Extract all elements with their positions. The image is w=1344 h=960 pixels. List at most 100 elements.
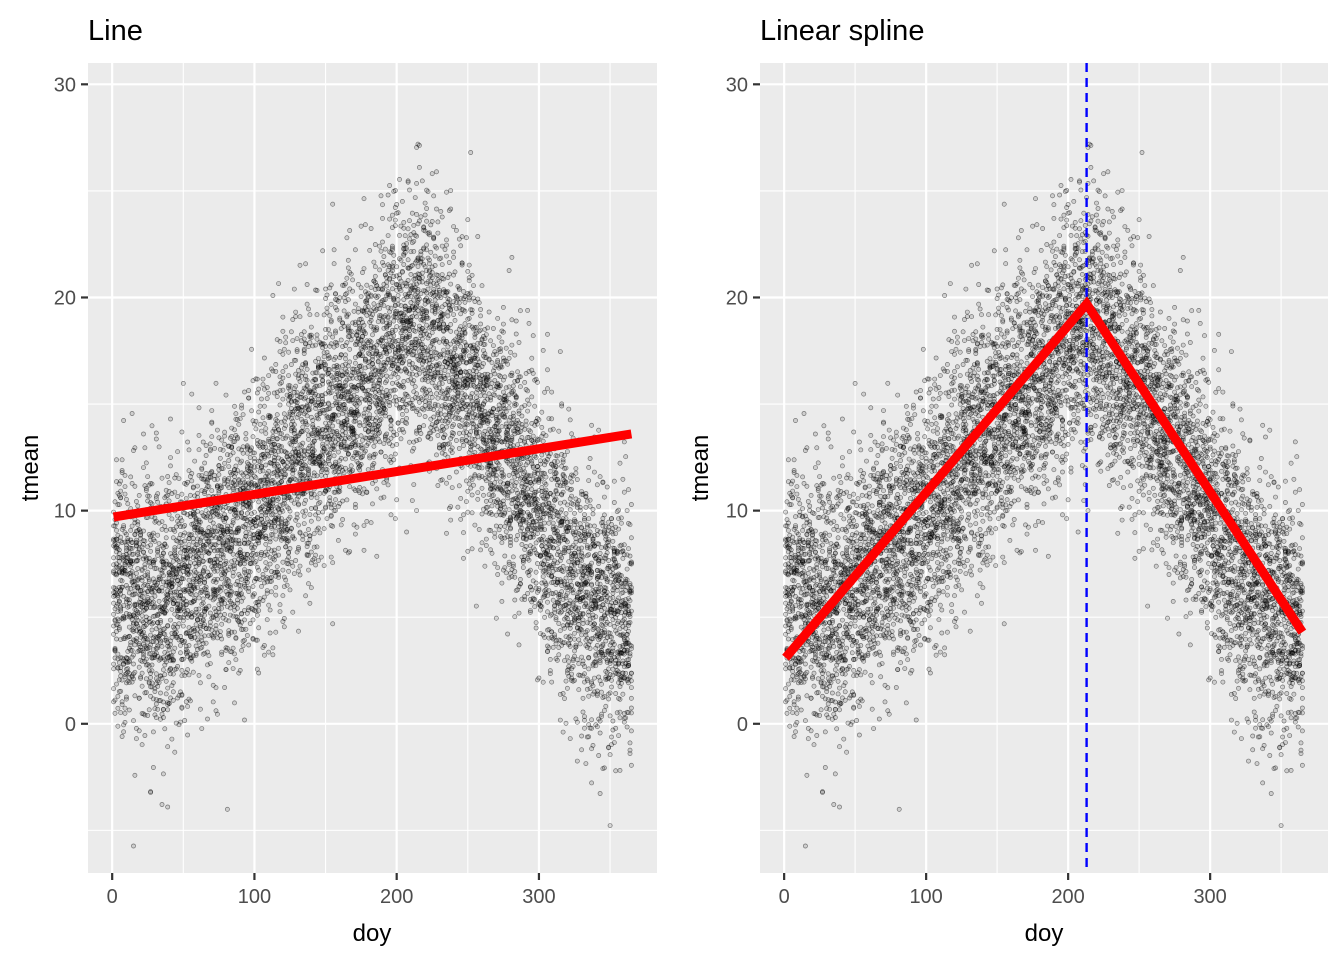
line-panel-data-point	[111, 611, 116, 617]
line-panel-data-point	[298, 443, 304, 449]
line-panel-data-point	[621, 489, 627, 495]
line-panel-data-point	[308, 518, 314, 524]
line-panel-data-point	[203, 640, 209, 646]
line-panel-data-point	[392, 451, 398, 457]
line-panel-data-point	[214, 568, 220, 574]
line-panel-data-point	[371, 301, 377, 307]
line-panel-data-point	[425, 434, 431, 439]
line-panel-data-point	[234, 436, 240, 442]
line-panel-data-point	[116, 502, 122, 507]
line-panel-data-point	[579, 558, 584, 564]
line-panel-data-point	[533, 569, 539, 575]
line-panel-data-point	[552, 607, 557, 612]
line-panel-data-point	[297, 572, 303, 578]
line-panel-data-point	[543, 481, 549, 487]
line-panel-data-point	[281, 500, 287, 506]
line-panel-data-point	[444, 237, 449, 243]
line-panel-data-point	[543, 540, 549, 545]
line-panel-data-point	[392, 217, 398, 223]
line-panel-data-point	[520, 557, 526, 563]
line-panel-data-point	[118, 488, 124, 494]
line-panel-data-point	[399, 398, 405, 403]
line-panel-data-point	[114, 528, 119, 533]
line-panel-data-point	[529, 367, 535, 373]
line-panel-data-point	[456, 326, 462, 332]
line-panel-data-point	[206, 674, 212, 680]
line-panel-data-point	[122, 705, 128, 711]
line-panel-data-point	[597, 791, 603, 796]
line-panel-data-point	[481, 361, 486, 367]
line-panel-data-point	[269, 589, 274, 595]
line-panel-data-point	[240, 627, 246, 632]
line-panel-data-point	[165, 685, 171, 691]
line-panel-data-point	[232, 403, 237, 409]
line-panel-data-point	[209, 488, 215, 494]
line-panel-data-point	[388, 270, 394, 276]
line-panel-data-point	[439, 304, 445, 310]
line-panel-data-point	[236, 670, 242, 676]
line-panel-data-point	[223, 667, 229, 672]
line-panel-data-point	[539, 493, 545, 498]
line-panel-data-point	[230, 601, 236, 607]
line-panel-data-point	[351, 522, 357, 528]
line-panel-data-point	[490, 406, 496, 411]
line-panel-data-point	[367, 422, 373, 428]
line-panel-data-point	[399, 336, 405, 341]
line-panel-data-point	[374, 553, 380, 559]
line-panel-data-point	[476, 527, 482, 532]
line-panel-data-point	[288, 329, 294, 335]
line-panel-data-point	[257, 403, 263, 409]
line-panel-data-point	[456, 430, 462, 436]
line-panel-data-point	[224, 806, 230, 812]
line-panel-data-point	[150, 605, 156, 611]
line-panel-data-point	[273, 553, 279, 559]
line-panel-data-point	[124, 666, 129, 672]
line-panel-data-point	[176, 637, 182, 643]
line-panel-data-point	[135, 566, 141, 571]
line-panel-data-point	[250, 556, 256, 562]
line-panel-data-point	[290, 338, 296, 343]
line-panel-data-point	[509, 437, 515, 443]
line-panel-data-point	[232, 700, 237, 706]
line-panel-data-point	[192, 458, 198, 464]
line-panel-data-point	[338, 352, 344, 358]
line-panel-data-point	[131, 843, 136, 849]
line-panel-data-point	[432, 253, 438, 259]
line-panel-data-point	[162, 672, 168, 677]
line-panel-data-point	[492, 480, 498, 486]
line-panel-data-point	[549, 679, 555, 685]
line-panel-data-point	[242, 561, 247, 567]
line-panel-data-point	[320, 448, 326, 454]
line-panel-data-point	[306, 436, 311, 442]
line-panel-data-point	[592, 469, 597, 475]
line-panel-data-point	[315, 356, 321, 361]
line-panel-data-point	[129, 411, 135, 416]
line-panel-data-point	[314, 332, 320, 338]
line-panel-data-point	[199, 634, 205, 640]
line-panel-data-point	[179, 673, 185, 679]
line-panel-data-point	[582, 714, 587, 719]
line-panel-data-point	[603, 703, 609, 709]
line-panel-data-point	[256, 625, 262, 631]
line-panel-data-point	[291, 286, 297, 292]
line-panel-data-point	[324, 305, 330, 311]
line-panel-data-point	[320, 248, 326, 254]
line-panel-data-point	[226, 458, 232, 463]
line-panel-data-point	[496, 434, 502, 440]
line-panel-data-point	[149, 423, 155, 429]
line-panel-data-point	[132, 772, 138, 778]
line-panel-data-point	[539, 452, 545, 458]
line-panel-data-point	[619, 515, 624, 521]
line-panel-data-point	[306, 527, 311, 532]
line-panel-data-point	[384, 373, 390, 379]
line-panel-data-point	[587, 456, 593, 461]
line-panel-data-point	[614, 509, 620, 514]
line-panel-data-point	[212, 445, 217, 451]
line-panel-data-point	[288, 526, 294, 532]
line-panel-data-point	[121, 594, 126, 599]
line-panel-data-point	[160, 626, 166, 632]
line-panel-data-point	[277, 444, 283, 450]
line-panel-data-point	[459, 260, 465, 266]
line-panel-data-point	[465, 509, 471, 515]
line-panel-data-point	[111, 686, 116, 692]
